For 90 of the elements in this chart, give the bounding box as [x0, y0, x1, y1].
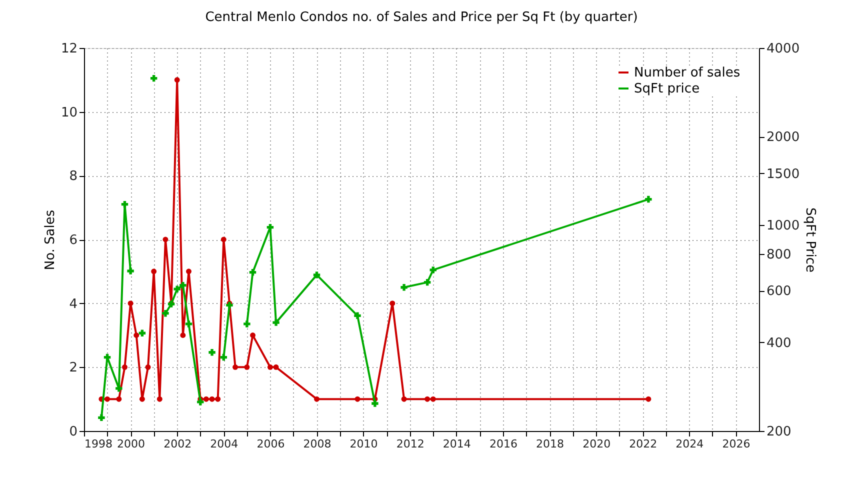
point [180, 282, 186, 289]
point [354, 312, 361, 320]
x-tick-label: 2020 [582, 438, 611, 450]
x-tick-label: 2000 [117, 438, 146, 450]
y2-tick-label: 200 [766, 424, 792, 440]
y2-axis-title: SqFt Price [802, 208, 818, 272]
y2-tick-label: 800 [766, 247, 792, 262]
point [128, 300, 134, 306]
x-tick-label: 2014 [442, 438, 471, 450]
point [197, 398, 204, 406]
point [203, 396, 209, 402]
point [151, 268, 157, 274]
point [116, 396, 122, 402]
point [232, 364, 238, 370]
y-tick-label: 2 [69, 360, 78, 376]
point [209, 396, 215, 402]
x-tick-label: 2002 [164, 438, 192, 450]
point [134, 332, 140, 338]
y2-tick-label: 2000 [766, 130, 800, 146]
point [314, 396, 320, 402]
y-tick-label: 0 [69, 424, 78, 440]
point [162, 236, 168, 242]
x-tick-label: 2008 [303, 438, 332, 450]
point [139, 396, 145, 402]
y-tick-label: 4 [69, 296, 78, 312]
point [180, 332, 186, 338]
point [313, 272, 320, 278]
x-tick-label: 2026 [722, 438, 750, 450]
point [354, 396, 360, 402]
x-tick-label: 2010 [350, 438, 378, 450]
point [122, 364, 128, 370]
point [98, 414, 105, 422]
x-tick-label: 1998 [84, 438, 112, 450]
point [400, 284, 408, 291]
point [121, 200, 128, 208]
point [390, 300, 396, 306]
point [215, 396, 221, 402]
y-axis-title: No. Sales [42, 210, 58, 270]
point [424, 278, 431, 286]
point [116, 385, 122, 392]
point [272, 319, 280, 326]
x-tick-label: 2016 [489, 438, 518, 450]
y-tick-label: 6 [69, 233, 78, 248]
point [273, 364, 279, 370]
point [372, 400, 378, 407]
point [645, 196, 652, 203]
point [646, 396, 652, 402]
point [162, 310, 169, 317]
point [150, 74, 158, 82]
x-tick-label: 2024 [676, 438, 704, 450]
x-tick-label: 2004 [210, 438, 238, 450]
point [104, 396, 110, 402]
point [186, 268, 192, 274]
point [104, 354, 111, 361]
point [185, 320, 192, 328]
y2-tick-label: 1000 [766, 218, 800, 234]
point [127, 268, 134, 274]
y-tick-label: 8 [69, 169, 78, 184]
legend-label: SqFt price [634, 82, 700, 96]
point [249, 268, 256, 276]
point [266, 224, 274, 231]
point [424, 396, 430, 402]
x-tick-label: 2022 [629, 438, 658, 450]
point [174, 77, 180, 83]
point [401, 396, 407, 402]
y2-tick-label: 400 [766, 336, 792, 351]
point [226, 302, 233, 309]
point [220, 354, 228, 361]
y-tick-label: 12 [60, 42, 78, 56]
point [244, 364, 250, 370]
point [430, 396, 436, 402]
y-tick-label: 10 [60, 105, 78, 120]
point [250, 332, 256, 338]
x-tick-label: 2018 [536, 438, 564, 450]
point [220, 236, 226, 242]
point [244, 320, 250, 328]
y2-tick-label: 4000 [766, 42, 800, 56]
point [267, 364, 273, 370]
point [430, 266, 436, 274]
point [138, 330, 146, 336]
y2-tick-label: 1500 [766, 166, 800, 182]
point [174, 286, 180, 292]
point [145, 364, 151, 370]
chart-title: Central Menlo Condos no. of Sales and Price per Sq Ft (by quarter) [205, 10, 638, 25]
y2-tick-label: 600 [766, 284, 792, 300]
x-tick-label: 2012 [396, 438, 424, 450]
legend-label: Number of sales [634, 66, 740, 80]
point [156, 396, 162, 402]
x-tick-label: 2006 [256, 438, 285, 450]
point [208, 348, 216, 356]
